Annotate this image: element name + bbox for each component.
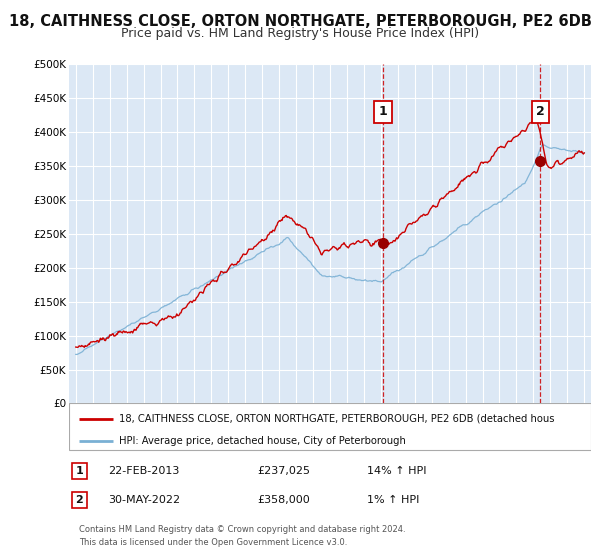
Text: 18, CAITHNESS CLOSE, ORTON NORTHGATE, PETERBOROUGH, PE2 6DB: 18, CAITHNESS CLOSE, ORTON NORTHGATE, PE… [8,14,592,29]
Text: £237,025: £237,025 [257,466,310,476]
Text: 22-FEB-2013: 22-FEB-2013 [108,466,179,476]
Text: 1: 1 [379,105,388,118]
Text: 2: 2 [76,495,83,505]
Text: 2: 2 [536,105,545,118]
Text: £358,000: £358,000 [257,495,310,505]
Text: HPI: Average price, detached house, City of Peterborough: HPI: Average price, detached house, City… [119,436,406,446]
Text: This data is licensed under the Open Government Licence v3.0.: This data is licensed under the Open Gov… [79,539,348,548]
Text: 14% ↑ HPI: 14% ↑ HPI [367,466,426,476]
Text: 1% ↑ HPI: 1% ↑ HPI [367,495,419,505]
Text: 30-MAY-2022: 30-MAY-2022 [108,495,180,505]
FancyBboxPatch shape [69,403,591,450]
Text: Contains HM Land Registry data © Crown copyright and database right 2024.: Contains HM Land Registry data © Crown c… [79,525,406,534]
Text: Price paid vs. HM Land Registry's House Price Index (HPI): Price paid vs. HM Land Registry's House … [121,27,479,40]
Text: 1: 1 [76,466,83,476]
Text: 18, CAITHNESS CLOSE, ORTON NORTHGATE, PETERBOROUGH, PE2 6DB (detached hous: 18, CAITHNESS CLOSE, ORTON NORTHGATE, PE… [119,414,554,424]
